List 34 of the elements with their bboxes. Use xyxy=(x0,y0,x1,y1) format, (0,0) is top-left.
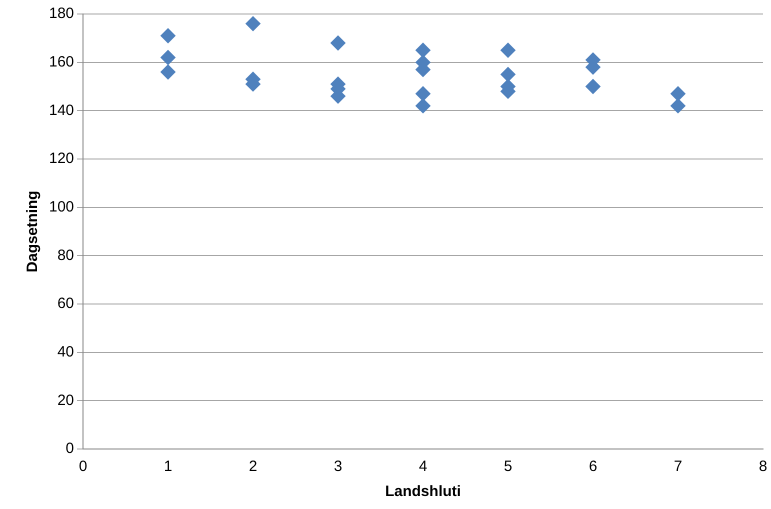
y-tick-label: 80 xyxy=(57,246,74,264)
x-tick-label: 1 xyxy=(164,458,172,476)
y-tick-label: 60 xyxy=(57,295,74,312)
point xyxy=(416,42,431,58)
x-tick-label: 2 xyxy=(248,458,258,476)
point xyxy=(246,16,261,32)
y-tick-label: 140 xyxy=(48,102,74,119)
point xyxy=(500,66,516,82)
point xyxy=(670,86,686,102)
y-axis-title: Dagsetning xyxy=(24,190,42,272)
x-tick-label: 6 xyxy=(588,458,598,476)
y-tick-label: 180 xyxy=(48,5,74,22)
y-tick-label: 160 xyxy=(48,53,74,70)
y-tick-label: 20 xyxy=(57,392,74,409)
point xyxy=(416,98,431,114)
y-tick-label: 100 xyxy=(48,198,74,216)
point xyxy=(160,28,176,44)
point xyxy=(160,50,176,65)
point xyxy=(416,86,431,102)
x-tick-label: 5 xyxy=(504,458,512,476)
point xyxy=(670,98,686,114)
x-tick-label: 3 xyxy=(334,458,342,476)
y-tick-label: 0 xyxy=(66,440,74,458)
x-tick-label: 8 xyxy=(758,458,768,476)
point xyxy=(586,79,601,94)
point xyxy=(500,42,516,58)
point xyxy=(160,64,176,80)
point xyxy=(330,36,346,50)
x-tick-label: 7 xyxy=(674,458,682,476)
y-tick-label: 40 xyxy=(57,343,74,360)
y-tick-label: 120 xyxy=(48,150,74,168)
x-axis-title: Landshluti xyxy=(385,483,461,500)
x-tick-label: 4 xyxy=(418,458,428,476)
x-tick-label: 0 xyxy=(78,458,88,476)
